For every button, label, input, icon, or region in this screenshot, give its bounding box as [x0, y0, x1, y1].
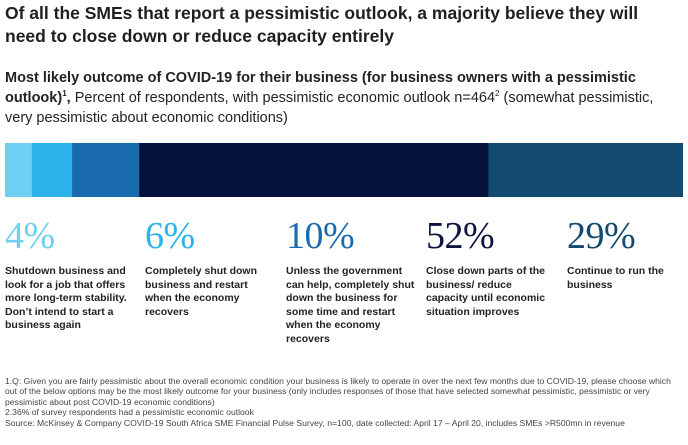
segment-label-1: 6% Completely shut down business and res…: [145, 213, 275, 319]
bar-segment-4: [488, 143, 683, 197]
segment-labels: 4% Shutdown business and look for a job …: [0, 213, 688, 363]
chart-headline: Of all the SMEs that report a pessimisti…: [5, 3, 639, 46]
footnote-1: 1.Q: Given you are fairly pessimistic ab…: [5, 376, 671, 407]
footnotes: 1.Q: Given you are fairly pessimistic ab…: [5, 376, 683, 428]
subtitle-bold-text: Most likely outcome of COVID-19 for thei…: [5, 70, 636, 106]
value-label-1: 6%: [145, 215, 195, 257]
category-label-1: Completely shut down business and restar…: [145, 265, 258, 318]
bar-segment-1: [31, 143, 73, 197]
value-label-2: 10%: [286, 215, 355, 257]
bar-segment-3: [139, 143, 489, 197]
subtitle-line-tail: (somewhat pessimistic, very pessimistic …: [5, 90, 654, 126]
segment-label-4: 29% Continue to run the business: [567, 213, 688, 292]
subtitle-bold-footnote-ref: 1: [62, 89, 67, 99]
bar-segment-2: [72, 143, 140, 197]
segment-label-3: 52% Close down parts of the business/ re…: [426, 213, 556, 319]
subtitle-line-text: Percent of respondents, with pessimistic…: [74, 90, 496, 106]
chart-subtitle: Most likely outcome of COVID-19 for thei…: [5, 68, 683, 128]
value-label-4: 29%: [567, 215, 636, 257]
category-label-3: Close down parts of the business/ reduce…: [426, 265, 546, 318]
footnote-2: 2.36% of survey respondents had a pessim…: [5, 407, 254, 418]
bar-segment-0: [5, 143, 33, 197]
value-label-0: 4%: [5, 215, 55, 257]
category-label-4: Continue to run the business: [567, 265, 664, 291]
value-label-3: 52%: [426, 215, 495, 257]
segment-label-0: 4% Shutdown business and look for a job …: [5, 213, 135, 333]
category-label-0: Shutdown business and look for a job tha…: [5, 265, 127, 331]
subtitle-bold-tail: ,: [66, 90, 71, 106]
segment-label-2: 10% Unless the government can help, comp…: [286, 213, 416, 346]
category-label-2: Unless the government can help, complete…: [286, 265, 415, 345]
footnote-source: Source: McKinsey & Company COVID-19 Sout…: [5, 417, 625, 428]
subtitle-line-footnote-ref: 2: [495, 89, 500, 99]
stacked-bar-chart: [5, 143, 683, 197]
